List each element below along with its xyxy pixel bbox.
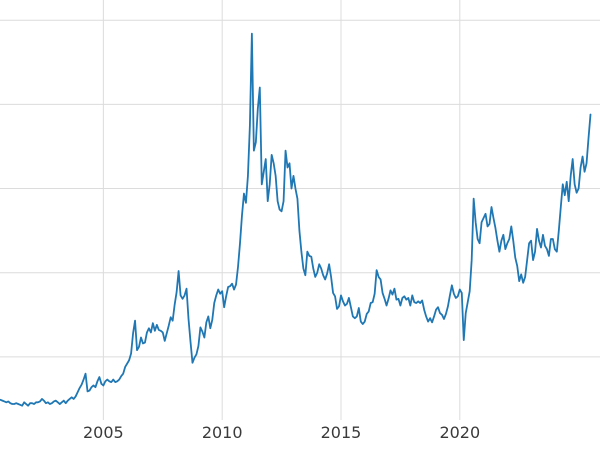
data-series-line [0,32,592,407]
